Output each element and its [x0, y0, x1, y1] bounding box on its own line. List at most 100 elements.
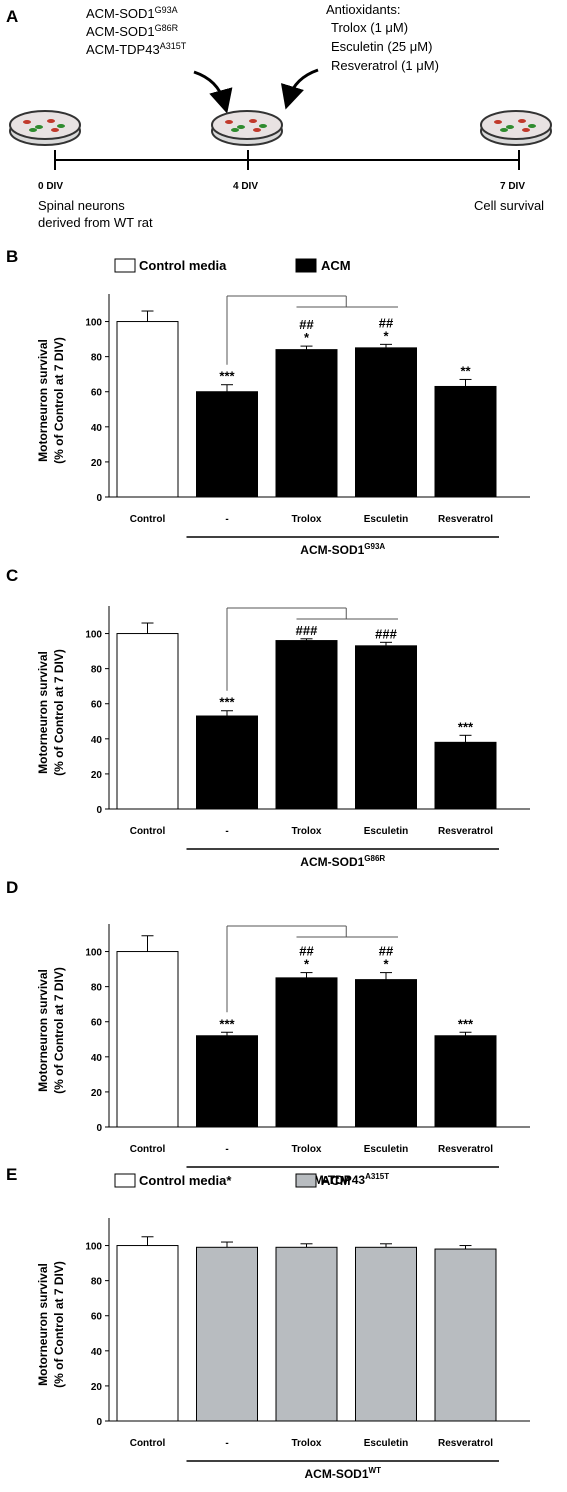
panel-c-ytick-label-60: 60	[91, 700, 103, 711]
panel-b-legend-open-label: Control media	[139, 258, 227, 273]
panel-e-ytick-label-20: 20	[91, 1382, 103, 1393]
panel-e-group-label-sup: WT	[369, 1466, 382, 1475]
panel-e-ytick-label-0: 0	[96, 1417, 102, 1428]
panel-b-category-0: Control	[130, 514, 166, 525]
constructs-list: ACM-SOD1G93A ACM-SOD1G86R ACM-TDP43A315T	[86, 5, 187, 57]
timepoint-0-label: 0 DIV	[38, 181, 63, 192]
construct-2: ACM-SOD1G86R	[86, 23, 179, 39]
panel-b-chart: B Control media ACM Motorneuron survival (% …	[6, 247, 530, 557]
dish-4-div-cell-3	[259, 124, 267, 128]
dish-7-div-cell-0	[494, 120, 502, 124]
panel-d-ytick-label-80: 80	[91, 983, 103, 994]
panel-c-bar-1	[196, 715, 258, 810]
dish-0-div-cell-0	[23, 120, 31, 124]
panel-b-category-3: Esculetin	[364, 514, 408, 525]
panel-b-legend-filled-swatch	[295, 258, 317, 273]
panel-d-bar-4	[434, 1035, 497, 1128]
panel-c-category-1: -	[225, 826, 228, 837]
panel-b-sig-hash-2: ##	[299, 317, 314, 332]
panel-b-sig-hash-3: ##	[379, 315, 394, 330]
panel-d-ytick-label-0: 0	[96, 1123, 102, 1134]
panel-e-ylabel-1: Motorneuron survival	[36, 1263, 50, 1386]
timepoint-7-caption: Cell survival	[474, 198, 544, 213]
dish-4-div-cell-0	[225, 120, 233, 124]
dish-7-div-cell-5	[522, 128, 530, 132]
panel-c-chart: C Motorneuron survival (% of Control at 7 …	[6, 566, 530, 869]
panel-d-ytick-label-60: 60	[91, 1018, 103, 1029]
panel-e-legend-open-swatch	[114, 1173, 136, 1188]
panel-b-legend-open-swatch	[114, 258, 136, 273]
panel-d-category-4: Resveratrol	[438, 1144, 493, 1155]
panel-c-group-label: ACM-SOD1G86R	[300, 854, 385, 869]
panel-d-bar-2	[275, 977, 338, 1128]
panel-d-chart: D Motorneuron survival (% of Control at 7 …	[6, 878, 530, 1187]
panel-d-category-1: -	[225, 1144, 228, 1155]
dish-4-div-cell-4	[231, 128, 239, 132]
panel-d-sig-hash-3: ##	[379, 944, 394, 959]
panel-d-label: D	[6, 878, 18, 897]
panel-d-bar-1	[196, 1035, 258, 1128]
panel-c-group-label-sup: G86R	[364, 854, 385, 863]
dish-4-div-cell-2	[249, 119, 257, 123]
panel-e-legend-filled-label: ACM	[321, 1173, 351, 1188]
panel-e-group-label-base: ACM-SOD1	[305, 1467, 369, 1481]
panel-a: A ACM-SOD1G93A ACM-SOD1G86R ACM-TDP43A31…	[6, 2, 552, 230]
panel-d-category-2: Trolox	[291, 1144, 321, 1155]
panel-b-group-label-base: ACM-SOD1	[300, 543, 364, 557]
panel-b-ytick-label-100: 100	[85, 318, 102, 329]
panel-c-bar-2	[275, 640, 338, 810]
panel-d-category-0: Control	[130, 1144, 166, 1155]
panel-d-sig-star-3: *	[383, 957, 389, 972]
dish-7-div-rim	[480, 110, 552, 140]
panel-c-ytick-label-100: 100	[85, 630, 102, 641]
panel-e-legend-filled-swatch	[295, 1173, 317, 1188]
dish-7-div-cell-1	[506, 125, 514, 129]
dish-4-div-rim	[211, 110, 283, 140]
timepoint-0-caption-2: derived from WT rat	[38, 215, 153, 230]
panel-b-bar-0	[116, 321, 179, 498]
panel-e-bar-4	[434, 1248, 497, 1422]
panel-b-group-label: ACM-SOD1G93A	[300, 542, 385, 557]
panel-e-category-3: Esculetin	[364, 1438, 408, 1449]
panel-c-bar-4	[434, 741, 497, 810]
dish-7-div-cell-4	[500, 128, 508, 132]
panel-e-group-label: ACM-SOD1WT	[305, 1466, 382, 1481]
panel-b-sig-star-4: **	[460, 363, 471, 378]
panel-c-sig-star-1: ***	[219, 695, 235, 710]
dish-0-div	[9, 110, 81, 146]
panel-c-sig-hash-2: ###	[296, 623, 318, 638]
panel-c-ylabel-2: (% of Control at 7 DIV)	[52, 649, 66, 776]
dish-0-div-cell-2	[47, 119, 55, 123]
dish-0-div-cell-1	[35, 125, 43, 129]
panel-d-ytick-label-40: 40	[91, 1053, 103, 1064]
panel-c-bar-0	[116, 633, 179, 810]
timepoint-0-caption-1: Spinal neurons	[38, 198, 125, 213]
panel-d-ylabel-2: (% of Control at 7 DIV)	[52, 967, 66, 1094]
timepoint-4-label: 4 DIV	[233, 181, 258, 192]
dish-0-div-rim	[9, 110, 81, 140]
panel-c-ytick-label-0: 0	[96, 805, 102, 816]
panel-b-ytick-label-60: 60	[91, 388, 103, 399]
panel-b-bar-2	[275, 349, 338, 498]
dish-7-div-cell-3	[528, 124, 536, 128]
dish-0-div-cell-4	[29, 128, 37, 132]
panel-e-label: E	[6, 1165, 17, 1184]
panel-d-bar-3	[355, 979, 417, 1128]
panel-c-ytick-label-20: 20	[91, 770, 103, 781]
panel-d-ylabel-1: Motorneuron survival	[36, 969, 50, 1092]
panel-b-category-4: Resveratrol	[438, 514, 493, 525]
panel-e-bar-1	[196, 1246, 258, 1422]
antioxidants-title: Antioxidants:	[326, 2, 400, 17]
panel-b-ytick-label-20: 20	[91, 458, 103, 469]
panel-c-category-3: Esculetin	[364, 826, 408, 837]
panel-b-legend-filled-label: ACM	[321, 258, 351, 273]
panel-d-ytick-label-20: 20	[91, 1088, 103, 1099]
panel-d-category-3: Esculetin	[364, 1144, 408, 1155]
panel-c-category-4: Resveratrol	[438, 826, 493, 837]
panel-e-category-2: Trolox	[291, 1438, 321, 1449]
dish-4-div	[211, 110, 283, 146]
dish-0-div-cell-5	[51, 128, 59, 132]
panel-b-ytick-label-40: 40	[91, 423, 103, 434]
panel-b-sig-star-2: *	[304, 330, 310, 345]
construct-arrow	[193, 70, 233, 114]
